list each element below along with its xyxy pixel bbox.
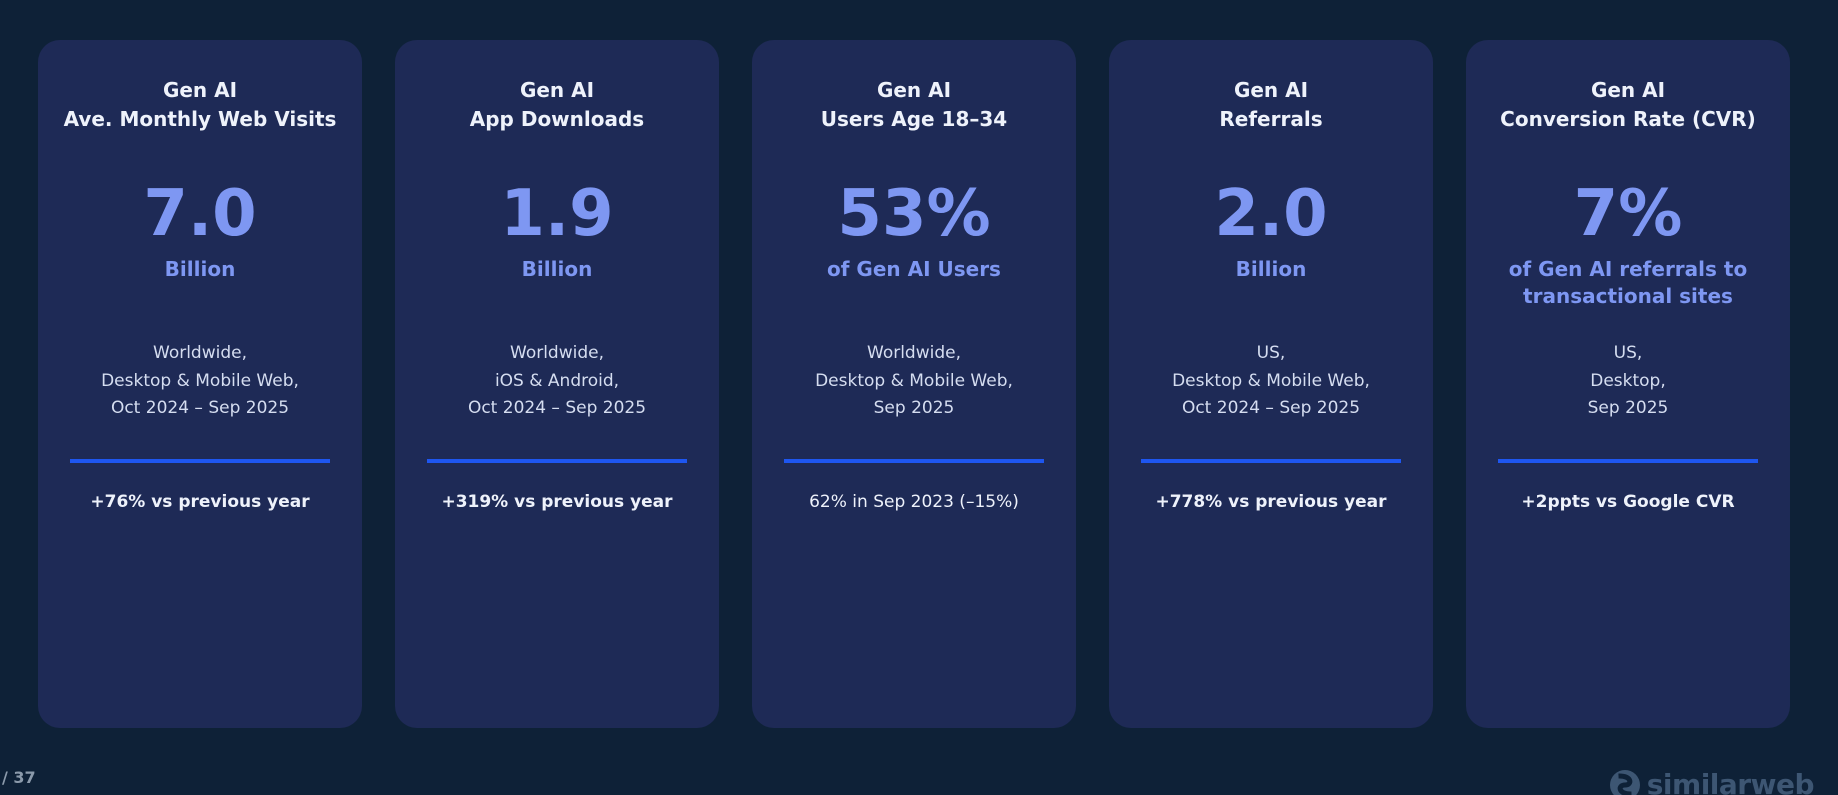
card-divider — [70, 459, 330, 463]
card-title: Gen AI Referrals — [1109, 76, 1433, 134]
card-detail-line: Worldwide, — [510, 343, 604, 363]
card-detail-line: Oct 2024 – Sep 2025 — [467, 398, 647, 418]
card-value-block: 53% of Gen AI Users — [752, 180, 1076, 283]
card-value: 53% — [837, 177, 991, 251]
card-title: Gen AI Conversion Rate (CVR) — [1466, 76, 1790, 134]
stat-card: Gen AI Referrals 2.0 Billion US, Desktop … — [1109, 40, 1433, 728]
card-value-block: 7% of Gen AI referrals to transactional … — [1466, 180, 1790, 310]
card-value-caption: Billion — [1235, 257, 1307, 281]
card-value: 7% — [1573, 177, 1683, 251]
card-title: Gen AI Ave. Monthly Web Visits — [38, 76, 362, 134]
card-value-block: 7.0 Billion — [38, 180, 362, 283]
card-value: 1.9 — [500, 177, 614, 251]
card-title-line1: Gen AI — [876, 78, 952, 102]
card-value-caption: of Gen AI referrals to transactional sit… — [1508, 257, 1748, 308]
card-detail-line: Desktop, — [1590, 370, 1666, 391]
card-detail-line: iOS & Android, — [494, 370, 620, 391]
card-stat: +2ppts vs Google CVR — [1521, 492, 1735, 512]
card-stat: 62% in Sep 2023 (–15%) — [809, 492, 1019, 512]
card-detail-line: US, — [1613, 343, 1643, 363]
card-title-line2: Users Age 18–34 — [820, 107, 1008, 131]
card-detail-line: Desktop & Mobile Web, — [1172, 370, 1370, 391]
card-title-line2: Referrals — [1219, 107, 1323, 131]
card-stat: +319% vs previous year — [441, 492, 673, 512]
card-detail-line: Desktop & Mobile Web, — [101, 370, 299, 391]
stat-card: Gen AI Users Age 18–34 53% of Gen AI Use… — [752, 40, 1076, 728]
card-detail-line: Worldwide, — [867, 343, 961, 363]
page-number: / 37 — [2, 768, 36, 787]
card-value: 7.0 — [143, 177, 257, 251]
card-detail-line: Desktop & Mobile Web, — [815, 370, 1013, 391]
card-divider — [427, 459, 687, 463]
card-detail-line: Oct 2024 – Sep 2025 — [110, 398, 290, 418]
card-detail-line: Sep 2025 — [1587, 398, 1669, 418]
card-value-caption: Billion — [521, 257, 593, 281]
card-divider — [1141, 459, 1401, 463]
card-divider — [1498, 459, 1758, 463]
card-title: Gen AI Users Age 18–34 — [752, 76, 1076, 134]
card-title: Gen AI App Downloads — [395, 76, 719, 134]
card-value-block: 2.0 Billion — [1109, 180, 1433, 283]
card-title-line1: Gen AI — [1590, 78, 1666, 102]
similarweb-logo: similarweb — [1609, 768, 1815, 795]
card-details: US, Desktop, Sep 2025 — [1466, 340, 1790, 423]
card-title-line2: Ave. Monthly Web Visits — [63, 107, 337, 131]
card-details: Worldwide, Desktop & Mobile Web, Sep 2025 — [752, 340, 1076, 423]
card-title-line1: Gen AI — [519, 78, 595, 102]
similarweb-logo-text: similarweb — [1646, 768, 1815, 795]
stat-card: Gen AI App Downloads 1.9 Billion Worldwi… — [395, 40, 719, 728]
cards-row: Gen AI Ave. Monthly Web Visits 7.0 Billi… — [38, 40, 1790, 728]
card-title-line2: App Downloads — [469, 107, 645, 131]
card-stat: +76% vs previous year — [90, 492, 310, 512]
stat-card: Gen AI Ave. Monthly Web Visits 7.0 Billi… — [38, 40, 362, 728]
card-detail-line: Sep 2025 — [873, 398, 955, 418]
similarweb-s-icon — [1609, 769, 1640, 795]
card-details: Worldwide, Desktop & Mobile Web, Oct 2024 … — [38, 340, 362, 423]
card-detail-line: US, — [1256, 343, 1286, 363]
card-value-caption: Billion — [164, 257, 236, 281]
card-detail-line: Worldwide, — [153, 343, 247, 363]
card-stat: +778% vs previous year — [1155, 492, 1387, 512]
card-detail-line: Oct 2024 – Sep 2025 — [1181, 398, 1361, 418]
card-details: Worldwide, iOS & Android, Oct 2024 – Sep 2… — [395, 340, 719, 423]
card-details: US, Desktop & Mobile Web, Oct 2024 – Sep 2… — [1109, 340, 1433, 423]
card-title-line2: Conversion Rate (CVR) — [1500, 107, 1756, 131]
card-value: 2.0 — [1214, 177, 1328, 251]
card-value-block: 1.9 Billion — [395, 180, 719, 283]
stat-card: Gen AI Conversion Rate (CVR) 7% of Gen A… — [1466, 40, 1790, 728]
card-title-line1: Gen AI — [1233, 78, 1309, 102]
card-value-caption: of Gen AI Users — [827, 257, 1001, 281]
card-divider — [784, 459, 1044, 463]
card-title-line1: Gen AI — [162, 78, 238, 102]
